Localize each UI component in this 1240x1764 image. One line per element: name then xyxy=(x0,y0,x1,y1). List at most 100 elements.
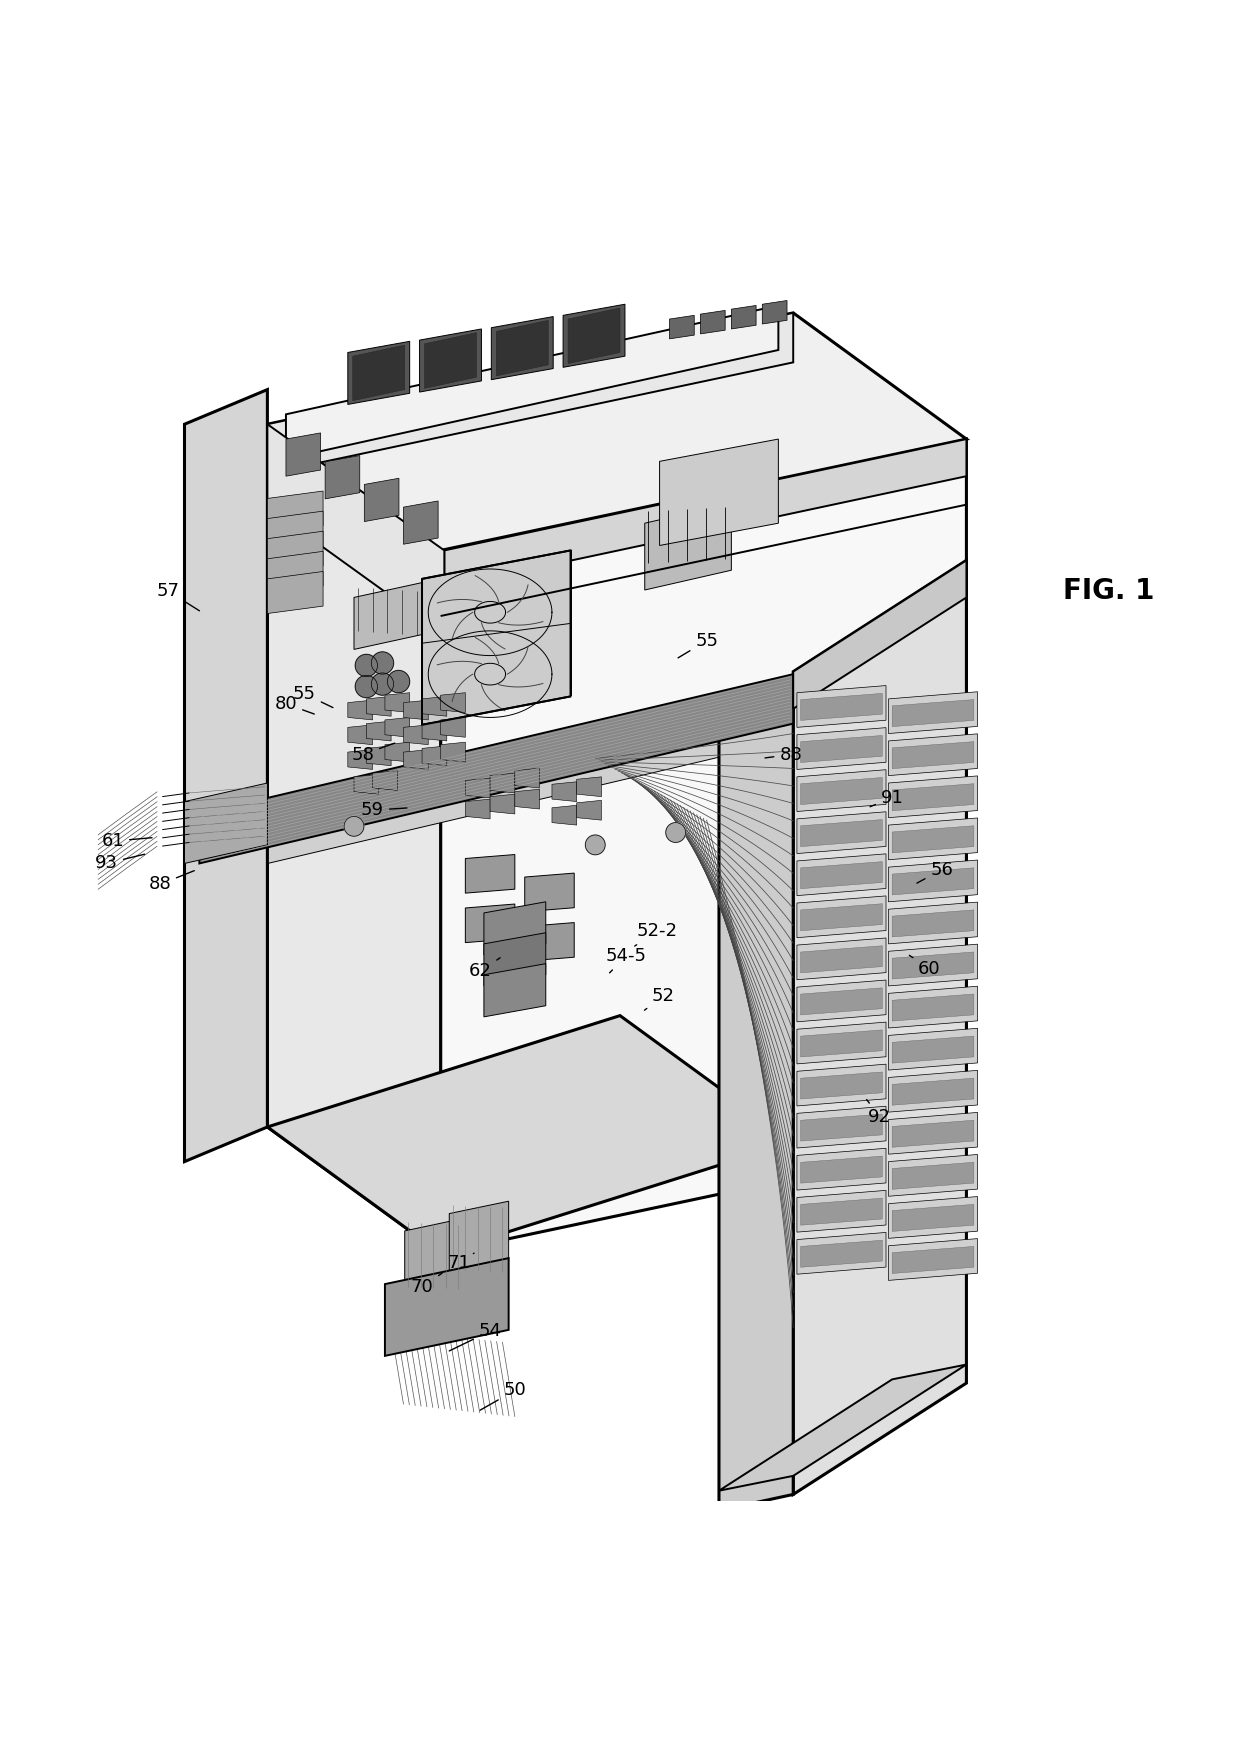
Polygon shape xyxy=(185,390,268,1162)
Polygon shape xyxy=(719,1365,966,1491)
Polygon shape xyxy=(403,750,428,769)
Polygon shape xyxy=(490,773,515,794)
Polygon shape xyxy=(465,903,515,942)
Polygon shape xyxy=(268,312,794,475)
Text: 50: 50 xyxy=(480,1381,526,1409)
Polygon shape xyxy=(797,1021,887,1064)
Text: 54-5: 54-5 xyxy=(605,947,647,972)
Polygon shape xyxy=(440,693,465,713)
Text: 52-2: 52-2 xyxy=(635,923,677,946)
Polygon shape xyxy=(801,988,883,1014)
Polygon shape xyxy=(797,896,887,938)
Polygon shape xyxy=(801,1115,883,1141)
Polygon shape xyxy=(440,439,966,1252)
Text: 57: 57 xyxy=(157,582,200,610)
Polygon shape xyxy=(419,328,481,392)
Polygon shape xyxy=(889,734,977,776)
Polygon shape xyxy=(889,861,977,901)
Polygon shape xyxy=(347,750,372,769)
Polygon shape xyxy=(889,1113,977,1154)
Text: 62: 62 xyxy=(469,958,500,981)
Polygon shape xyxy=(440,718,465,737)
Text: 60: 60 xyxy=(909,956,941,977)
Polygon shape xyxy=(465,778,490,797)
Polygon shape xyxy=(496,321,548,376)
Polygon shape xyxy=(491,316,553,379)
Polygon shape xyxy=(893,826,973,852)
Polygon shape xyxy=(889,944,977,986)
Polygon shape xyxy=(422,746,446,766)
Polygon shape xyxy=(490,794,515,813)
Polygon shape xyxy=(577,776,601,797)
Polygon shape xyxy=(449,1201,508,1274)
Polygon shape xyxy=(801,861,883,889)
Polygon shape xyxy=(801,778,883,804)
Polygon shape xyxy=(893,1247,973,1274)
Polygon shape xyxy=(525,873,574,912)
Polygon shape xyxy=(801,1073,883,1099)
Polygon shape xyxy=(515,767,539,789)
Text: 80: 80 xyxy=(274,695,314,714)
Polygon shape xyxy=(660,439,779,545)
Polygon shape xyxy=(889,1238,977,1281)
Polygon shape xyxy=(563,303,625,367)
Polygon shape xyxy=(801,903,883,931)
Polygon shape xyxy=(889,1154,977,1196)
Text: 56: 56 xyxy=(916,861,954,884)
Text: 88: 88 xyxy=(765,746,802,764)
Polygon shape xyxy=(893,700,973,727)
Polygon shape xyxy=(893,995,973,1021)
Polygon shape xyxy=(403,700,428,720)
Text: 70: 70 xyxy=(410,1274,441,1295)
Polygon shape xyxy=(353,582,422,649)
Polygon shape xyxy=(403,725,428,744)
Text: 54: 54 xyxy=(449,1321,502,1351)
Polygon shape xyxy=(347,700,372,720)
Polygon shape xyxy=(801,1030,883,1057)
Text: 88: 88 xyxy=(149,871,195,894)
Polygon shape xyxy=(797,1064,887,1106)
Polygon shape xyxy=(889,1028,977,1071)
Polygon shape xyxy=(801,946,883,972)
Polygon shape xyxy=(801,820,883,847)
Polygon shape xyxy=(372,771,397,790)
Polygon shape xyxy=(701,310,725,333)
Polygon shape xyxy=(719,706,794,1510)
Polygon shape xyxy=(797,981,887,1021)
Polygon shape xyxy=(893,1205,973,1231)
Polygon shape xyxy=(525,923,574,961)
Polygon shape xyxy=(268,423,440,600)
Polygon shape xyxy=(893,1035,973,1064)
Polygon shape xyxy=(893,1120,973,1147)
Polygon shape xyxy=(366,746,391,766)
Polygon shape xyxy=(893,783,973,811)
Polygon shape xyxy=(797,1233,887,1274)
Polygon shape xyxy=(801,736,883,762)
Polygon shape xyxy=(286,432,321,476)
Polygon shape xyxy=(889,986,977,1028)
Polygon shape xyxy=(797,1106,887,1148)
Text: 71: 71 xyxy=(448,1252,474,1272)
Text: 92: 92 xyxy=(867,1099,892,1125)
Polygon shape xyxy=(268,552,324,593)
Polygon shape xyxy=(889,818,977,859)
Text: 91: 91 xyxy=(870,789,904,806)
Polygon shape xyxy=(797,769,887,811)
Polygon shape xyxy=(552,806,577,826)
Polygon shape xyxy=(732,305,756,328)
Polygon shape xyxy=(286,305,779,459)
Text: 93: 93 xyxy=(95,854,145,873)
Polygon shape xyxy=(347,725,372,744)
Polygon shape xyxy=(801,1155,883,1184)
Polygon shape xyxy=(893,1078,973,1106)
Text: 59: 59 xyxy=(361,801,407,818)
Polygon shape xyxy=(797,811,887,854)
Polygon shape xyxy=(465,854,515,893)
Polygon shape xyxy=(484,963,546,1016)
Polygon shape xyxy=(670,316,694,339)
Polygon shape xyxy=(893,1162,973,1189)
Polygon shape xyxy=(403,501,438,545)
Polygon shape xyxy=(893,868,973,894)
Text: 55: 55 xyxy=(678,632,718,658)
Polygon shape xyxy=(797,854,887,896)
